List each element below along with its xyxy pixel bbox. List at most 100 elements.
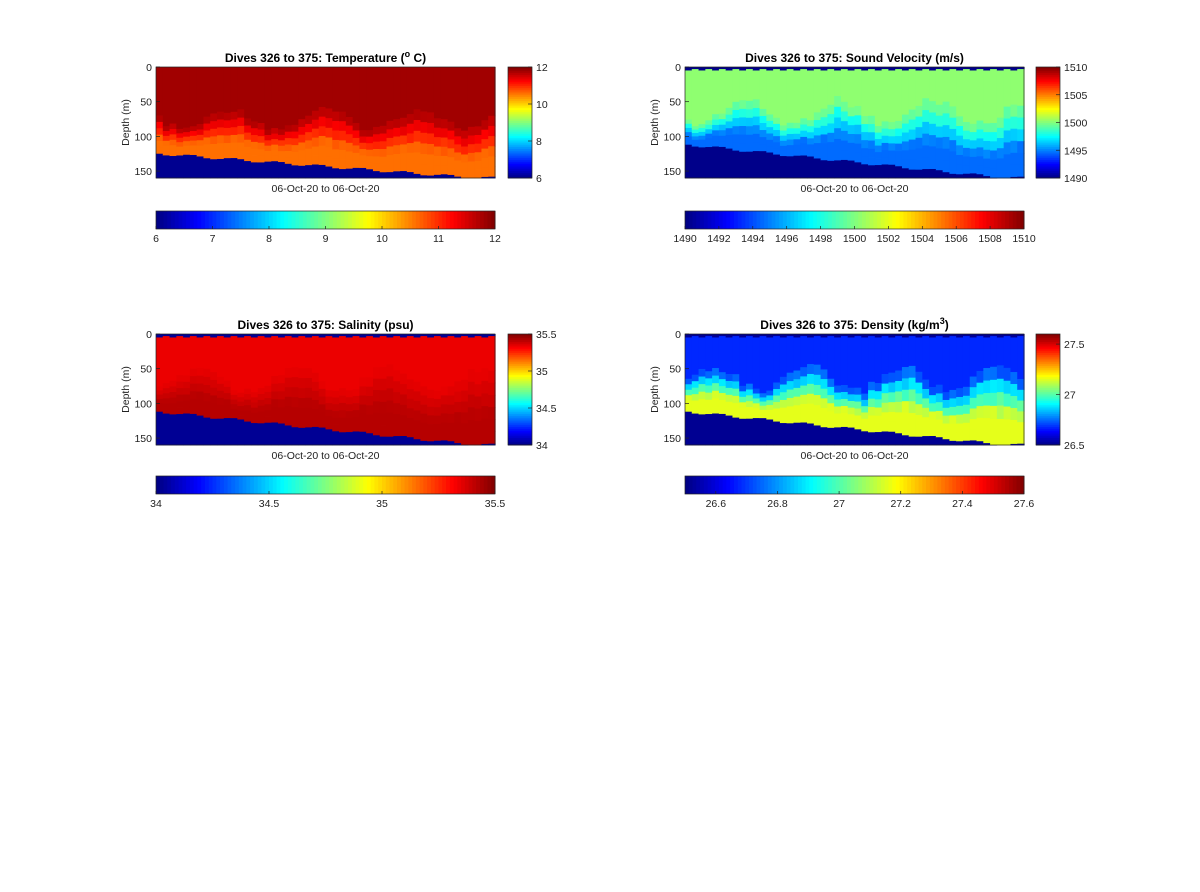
heatmap-cell xyxy=(725,394,734,403)
heatmap-cell xyxy=(454,337,462,382)
heatmap-cell xyxy=(685,123,693,129)
heatmap-cell xyxy=(488,419,496,432)
heatmap-cell xyxy=(725,334,734,338)
heatmap-cell xyxy=(888,150,896,159)
heatmap-cell xyxy=(210,67,218,114)
heatmap-cell xyxy=(244,421,252,446)
heatmap-cell xyxy=(969,429,978,441)
colorbar-swatch xyxy=(472,211,477,229)
heatmap-cell xyxy=(746,151,754,179)
heatmap-cell xyxy=(176,388,184,395)
heatmap-cell xyxy=(1010,70,1018,105)
heatmap-cell xyxy=(895,334,903,337)
heatmap-cell xyxy=(325,147,333,158)
colorbar-swatch xyxy=(508,367,532,370)
colorbar-swatch xyxy=(508,430,532,433)
colorbar-swatch xyxy=(1036,430,1060,433)
heatmap-cell xyxy=(935,384,944,394)
heatmap-cell xyxy=(786,372,795,382)
heatmap-cell xyxy=(278,67,286,130)
colorbar-swatch xyxy=(508,144,532,148)
colorbar-swatch xyxy=(212,211,217,229)
heatmap-cell xyxy=(461,434,469,446)
colorbar-swatch xyxy=(1036,411,1060,415)
heatmap-cell xyxy=(413,410,422,421)
colorbar-swatch xyxy=(276,211,281,229)
heatmap-cell xyxy=(203,393,211,402)
colorbar-swatch xyxy=(257,211,262,229)
heatmap-cell xyxy=(698,384,706,393)
colorbar-swatch xyxy=(1036,363,1060,366)
heatmap-cell xyxy=(718,130,727,137)
heatmap-cell xyxy=(230,111,238,120)
heatmap-cell xyxy=(698,139,706,144)
heatmap-cell xyxy=(176,381,184,389)
heatmap-cell xyxy=(305,417,313,428)
heatmap-cell xyxy=(949,69,957,107)
heatmap-cell xyxy=(217,135,225,144)
heatmap-cell xyxy=(264,156,272,163)
colorbar-swatch xyxy=(971,476,976,494)
heatmap-cell xyxy=(969,440,978,446)
colorbar-swatch xyxy=(479,211,485,229)
heatmap-cell xyxy=(800,124,808,132)
heatmap-cell xyxy=(908,401,917,414)
colorbar-swatch xyxy=(895,476,901,494)
heatmap-cell xyxy=(1003,67,1012,70)
heatmap-cell xyxy=(447,121,455,131)
colorbar-swatch xyxy=(201,476,206,494)
heatmap-cell xyxy=(203,376,211,386)
colorbar-swatch xyxy=(914,211,920,229)
heatmap-cell xyxy=(257,149,266,157)
heatmap-cell xyxy=(813,364,822,376)
heatmap-cell xyxy=(332,168,340,179)
y-tick-label: 150 xyxy=(134,433,152,445)
colorbar-swatch xyxy=(378,211,383,229)
colorbar-swatch xyxy=(397,476,402,494)
heatmap-cell xyxy=(264,140,272,147)
heatmap-cell xyxy=(949,140,957,152)
colorbar-swatch xyxy=(982,476,987,494)
heatmap-cell xyxy=(406,133,415,144)
heatmap-cell xyxy=(766,120,774,128)
heatmap-cell xyxy=(318,334,327,338)
heatmap-cell xyxy=(868,69,876,117)
heatmap-cell xyxy=(739,108,747,118)
colorbar-swatch xyxy=(306,476,311,494)
heatmap-cell xyxy=(183,381,191,389)
heatmap-cell xyxy=(427,334,435,338)
heatmap-cell xyxy=(1017,411,1025,423)
colorbar-tick-label: 1495 xyxy=(1064,145,1088,157)
colorbar-swatch xyxy=(1036,170,1060,173)
colorbar-tick-label: 1510 xyxy=(1012,233,1036,245)
heatmap-cell xyxy=(278,334,286,338)
colorbar-swatch xyxy=(794,211,799,229)
heatmap-cell xyxy=(413,130,422,142)
colorbar-swatch xyxy=(877,476,882,494)
heatmap-cell xyxy=(922,145,930,158)
heatmap-cell xyxy=(868,115,876,125)
heatmap-cell xyxy=(420,175,428,179)
colorbar-swatch xyxy=(508,91,532,94)
heatmap-cell xyxy=(359,161,367,169)
heatmap-cell xyxy=(996,337,1005,366)
heatmap-cell xyxy=(278,415,286,424)
colorbar-swatch xyxy=(508,105,532,109)
heatmap-cell xyxy=(332,424,340,432)
heatmap-cell xyxy=(929,395,937,404)
colorbar-swatch xyxy=(208,476,213,494)
heatmap-cell xyxy=(962,173,971,179)
heatmap-cell xyxy=(433,67,442,119)
heatmap-cell xyxy=(298,158,306,167)
heatmap-cell xyxy=(427,154,435,166)
heatmap-cell xyxy=(257,334,266,337)
heatmap-cell xyxy=(868,423,876,433)
heatmap-cell xyxy=(739,151,747,179)
colorbar-swatch xyxy=(911,211,916,229)
heatmap-cell xyxy=(691,136,700,141)
colorbar-swatch xyxy=(508,98,532,101)
heatmap-cell xyxy=(813,425,822,446)
heatmap-cell xyxy=(203,334,211,337)
heatmap-cell xyxy=(915,404,923,416)
heatmap-cell xyxy=(996,418,1005,433)
